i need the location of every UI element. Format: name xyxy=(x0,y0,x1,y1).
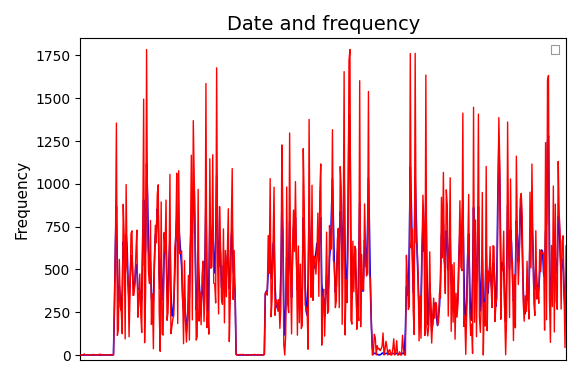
Title: Date and frequency: Date and frequency xyxy=(227,15,420,34)
Legend:  xyxy=(551,45,559,53)
Y-axis label: Frequency: Frequency xyxy=(15,160,30,239)
